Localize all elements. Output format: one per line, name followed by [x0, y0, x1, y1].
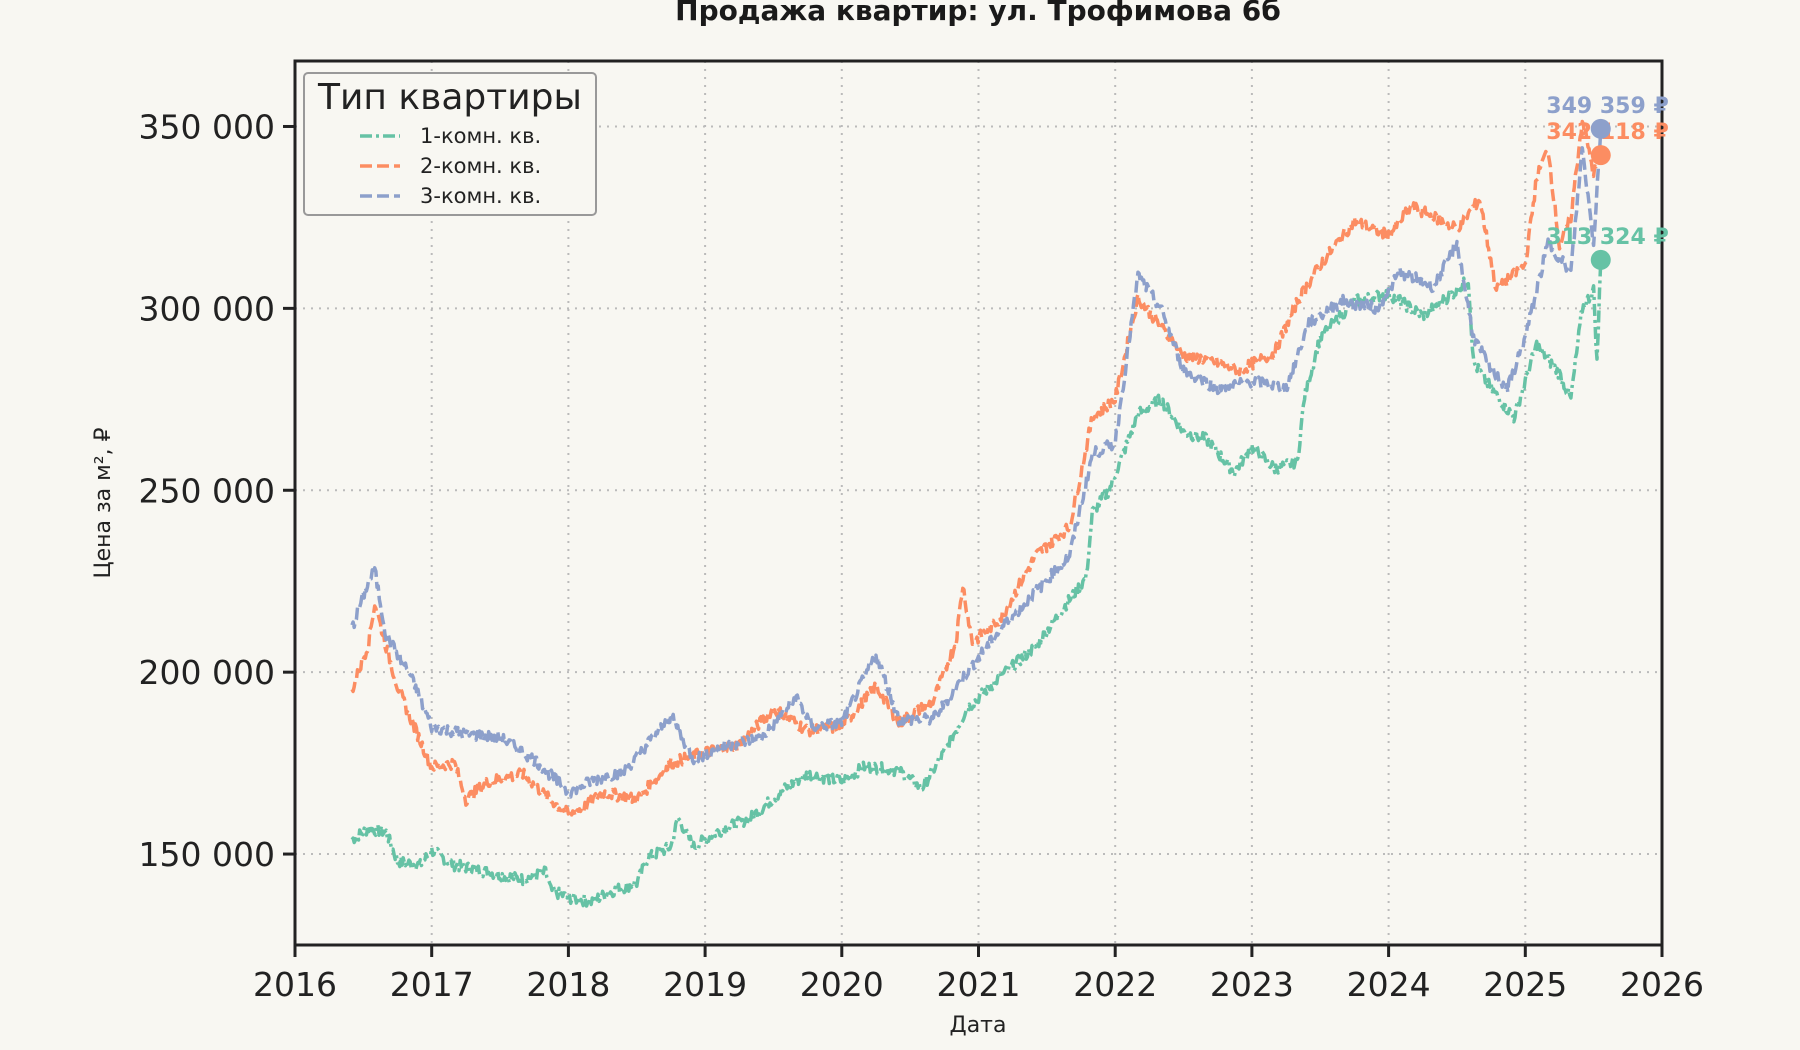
legend-item-label: 3-комн. кв.: [420, 184, 541, 208]
series-line: [352, 260, 1601, 906]
x-tick-label: 2024: [1347, 965, 1431, 1004]
y-tick-label: 300 000: [139, 289, 275, 328]
x-tick-label: 2022: [1073, 965, 1157, 1004]
y-tick-label: 250 000: [139, 471, 275, 510]
x-tick-label: 2023: [1210, 965, 1294, 1004]
x-tick-label: 2016: [253, 965, 337, 1004]
y-tick-label: 350 000: [139, 107, 275, 146]
series-line: [352, 129, 1601, 797]
x-tick-label: 2021: [937, 965, 1021, 1004]
x-tick-label: 2017: [390, 965, 474, 1004]
end-value-label: 349 359 ₽: [1546, 94, 1668, 119]
series-line: [352, 122, 1601, 816]
y-tick-label: 200 000: [139, 653, 275, 692]
end-labels: 313 324 ₽342 118 ₽349 359 ₽: [1546, 94, 1668, 270]
y-tick-label: 150 000: [139, 835, 275, 874]
end-point-marker: [1591, 145, 1611, 165]
chart-title: Продажа квартир: ул. Трофимова 6б: [675, 0, 1281, 27]
x-tick-label: 2020: [800, 965, 884, 1004]
legend: Тип квартиры 1-комн. кв. 2-комн. кв. 3-ком…: [304, 73, 596, 215]
x-axis-label: Дата: [950, 1013, 1007, 1038]
end-point-marker: [1591, 250, 1611, 270]
legend-item-label: 1-комн. кв.: [420, 124, 541, 148]
end-point-marker: [1591, 119, 1611, 139]
x-tick-label: 2019: [663, 965, 747, 1004]
legend-title: Тип квартиры: [317, 77, 582, 118]
x-tick-label: 2018: [526, 965, 610, 1004]
x-tick-label: 2026: [1620, 965, 1704, 1004]
y-axis: 150 000 200 000 250 000 300 000 350 000: [139, 107, 295, 874]
end-value-label: 313 324 ₽: [1546, 225, 1668, 250]
series-layer: [352, 122, 1601, 907]
x-axis: 2016 2017 2018 2019 2020 2021 2022 2023 2024 2025…: [253, 945, 1704, 1004]
legend-item-label: 2-комн. кв.: [420, 154, 541, 178]
y-axis-label: Цена за м², ₽: [91, 427, 116, 578]
x-tick-label: 2025: [1483, 965, 1567, 1004]
